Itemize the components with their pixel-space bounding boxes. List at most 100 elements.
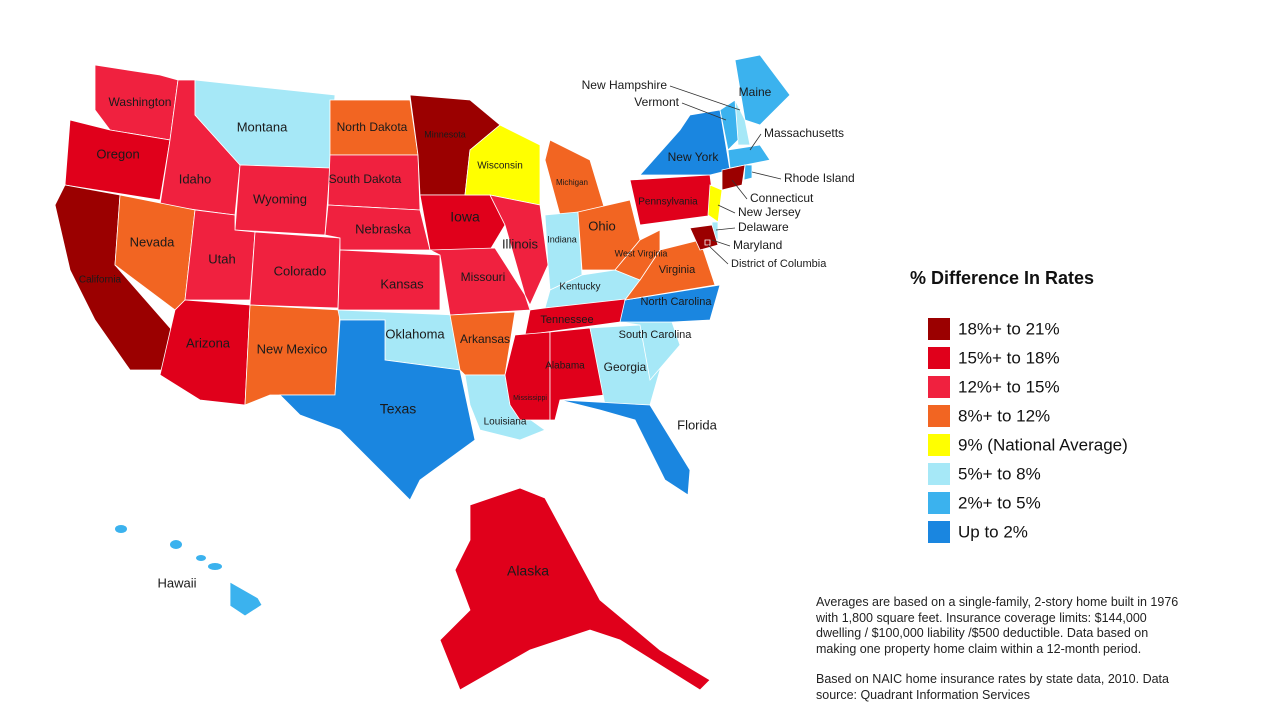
legend-swatch <box>928 405 950 427</box>
leader-line <box>749 133 762 151</box>
state-label: Pennsylvania <box>638 197 698 208</box>
state-label: Illinois <box>502 236 539 251</box>
state-label: Nevada <box>130 234 176 249</box>
legend-title: % Difference In Rates <box>910 268 1094 288</box>
state-shape <box>559 399 691 496</box>
state-label: Delaware <box>738 220 789 234</box>
legend-label: 5%+ to 8% <box>958 464 1041 483</box>
state-label: District of Columbia <box>731 258 827 270</box>
state-shape <box>504 331 551 421</box>
leader-line <box>707 244 729 265</box>
state-label: Rhode Island <box>784 171 855 185</box>
legend-swatch <box>928 492 950 514</box>
state-shape <box>159 299 251 406</box>
state-label: North Carolina <box>641 296 713 308</box>
legend-swatch <box>928 521 950 543</box>
island <box>208 563 222 570</box>
state-label: California <box>79 275 122 286</box>
state-shape <box>439 487 711 691</box>
legend-label: 18%+ to 21% <box>958 319 1060 338</box>
state-label: Wyoming <box>253 191 307 206</box>
legend-swatch <box>928 318 950 340</box>
state-label: Washington <box>109 95 172 109</box>
leader-line <box>731 179 748 200</box>
state-label: Oklahoma <box>385 326 445 341</box>
state-shape <box>734 54 791 126</box>
states <box>54 54 791 691</box>
legend-swatch <box>928 463 950 485</box>
state-label: Missouri <box>461 270 506 284</box>
state-label: Hawaii <box>157 575 196 590</box>
state-label: Texas <box>380 401 417 417</box>
state-label: Tennessee <box>540 314 593 326</box>
legend: 18%+ to 21% 15%+ to 18% 12%+ to 15% 8%+ to … <box>928 318 1128 543</box>
leader-line <box>751 171 782 180</box>
legend-label: 12%+ to 15% <box>958 377 1060 396</box>
state-label: New Jersey <box>738 205 801 219</box>
state-label: Oregon <box>96 146 139 161</box>
state-label: North Dakota <box>337 120 408 134</box>
legend-swatch <box>928 376 950 398</box>
leader-lines <box>669 85 782 265</box>
state-label: Louisiana <box>484 417 527 428</box>
legend-label: Up to 2% <box>958 522 1028 541</box>
state-label: Arkansas <box>460 332 510 346</box>
note: Averages are based on a single-family, 2… <box>816 595 1179 656</box>
state-label: South Dakota <box>329 172 402 186</box>
state-shape <box>704 239 711 246</box>
state-label: Wisconsin <box>477 161 523 172</box>
state-label: Connecticut <box>750 191 814 205</box>
state-label: New Mexico <box>257 341 328 356</box>
leader-line <box>681 102 727 121</box>
state-shape <box>614 229 661 281</box>
state-shape <box>719 99 739 151</box>
state-label: Indiana <box>547 234 577 244</box>
state-label: Idaho <box>179 171 212 186</box>
notes: Averages are based on a single-family, 2… <box>816 595 1188 718</box>
island <box>115 525 127 533</box>
state-label: Utah <box>208 251 235 266</box>
state-shape <box>589 324 661 406</box>
state-label: Colorado <box>274 263 327 278</box>
state-shape <box>721 164 746 191</box>
state-label: Montana <box>237 119 288 134</box>
state-shape <box>743 164 753 181</box>
leader-line <box>711 239 731 247</box>
state-shape <box>337 249 441 311</box>
state-label: Georgia <box>604 360 647 374</box>
legend-swatch <box>928 434 950 456</box>
leader-line <box>717 204 736 214</box>
leader-line <box>715 227 736 231</box>
state-label: New Hampshire <box>582 78 668 92</box>
state-label: Alabama <box>545 361 585 372</box>
legend-label: 2%+ to 5% <box>958 493 1041 512</box>
legend-label: 9% (National Average) <box>958 435 1128 454</box>
state-label: Virginia <box>659 264 696 276</box>
state-shape <box>229 581 263 617</box>
state-label: Iowa <box>450 209 480 225</box>
state-label: New York <box>668 150 720 164</box>
state-label: Alaska <box>507 563 549 579</box>
state-label: Arizona <box>186 335 231 350</box>
state-shape <box>489 194 549 306</box>
state-shape <box>727 144 771 169</box>
leader-line <box>669 85 741 111</box>
state-label: Mississippi <box>513 395 547 402</box>
island <box>170 540 182 549</box>
state-label: Nebraska <box>355 221 411 236</box>
state-shape <box>689 224 719 251</box>
island <box>196 555 206 561</box>
state-label: Maine <box>739 85 772 99</box>
state-label: Vermont <box>634 95 679 109</box>
legend-swatch <box>928 347 950 369</box>
state-label: Kansas <box>380 276 424 291</box>
state-label: Minnesota <box>424 129 466 139</box>
state-label: West Virginia <box>615 248 668 258</box>
state-label: Michigan <box>556 178 588 187</box>
state-shape <box>279 319 476 501</box>
legend-label: 15%+ to 18% <box>958 348 1060 367</box>
legend-label: 8%+ to 12% <box>958 406 1050 425</box>
state-label: Florida <box>677 417 718 432</box>
note: Based on NAIC home insurance rates by st… <box>816 672 1169 702</box>
